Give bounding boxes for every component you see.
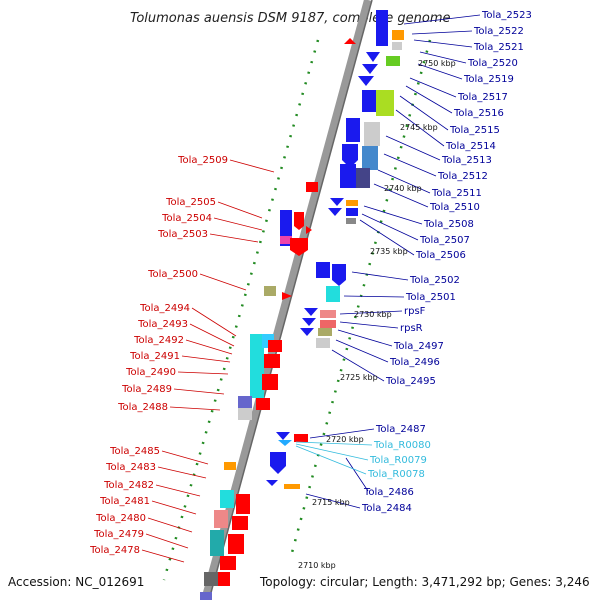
left-gene-labels: Tola_2509 Tola_2505 Tola_2504 Tola_2503 … (89, 155, 228, 556)
map-title: Tolumonas auensis DSM 9187, complete gen… (130, 11, 451, 26)
gene-label: Tola_2485 (109, 446, 160, 457)
gene-label: Tola_2480 (95, 513, 146, 524)
gene-label: Tola_2478 (89, 545, 140, 556)
gene-label: Tola_R0079 (369, 455, 427, 466)
gene-label: Tola_2493 (137, 319, 188, 330)
gene-label: Tola_2515 (449, 125, 500, 136)
gene-label: Tola_2484 (361, 503, 412, 514)
gene-label: Tola_2486 (363, 487, 414, 498)
gene-label: Tola_2505 (165, 197, 216, 208)
gene-label: Tola_2509 (177, 155, 228, 166)
right-gene-labels: Tola_2523 Tola_2522 Tola_2521 Tola_2520 … (361, 10, 532, 514)
gene-label: Tola_2481 (99, 496, 150, 507)
gene-label: Tola_2514 (445, 141, 496, 152)
gene-label: Tola_2497 (393, 341, 444, 352)
gene-label: Tola_2496 (389, 357, 440, 368)
genome-summary-text: Topology: circular; Length: 3,471,292 bp… (259, 575, 590, 589)
accession-text: Accession: NC_012691 (8, 575, 144, 589)
outer-ring-dots (288, 39, 432, 561)
gene-label: Tola_2494 (139, 303, 190, 314)
left-leader-lines (141, 159, 275, 563)
gene-label: Tola_2490 (125, 367, 176, 378)
gene-label: Tola_2495 (385, 376, 436, 387)
gene-label: Tola_2500 (147, 269, 198, 280)
kbp-tick: 2745 kbp (400, 123, 438, 132)
gene-label: Tola_2489 (121, 384, 172, 395)
kbp-tick: 2725 kbp (340, 373, 378, 382)
gene-label: Tola_2522 (473, 26, 524, 37)
gene-label: Tola_2520 (467, 58, 518, 69)
kbp-tick: 2710 kbp (298, 561, 336, 570)
rna-leader-lines (295, 441, 373, 475)
gene-label: Tola_R0078 (367, 469, 425, 480)
kbp-tick: 2715 kbp (312, 498, 350, 507)
gene-label: Tola_2502 (409, 275, 460, 286)
forward-strand-genes (200, 38, 356, 600)
kbp-tick: 2740 kbp (384, 184, 422, 193)
gene-label: Tola_2511 (431, 188, 482, 199)
gene-label: Tola_2512 (437, 171, 488, 182)
kbp-tick: 2720 kbp (326, 435, 364, 444)
gene-label: Tola_2492 (133, 335, 184, 346)
gene-label: Tola_2491 (129, 351, 180, 362)
gene-label: Tola_2507 (419, 235, 470, 246)
gene-label: Tola_2487 (375, 424, 426, 435)
gene-label: Tola_2508 (423, 219, 474, 230)
kbp-tick: 2730 kbp (354, 310, 392, 319)
genome-backbone-edge (208, 0, 373, 600)
gene-label: Tola_2510 (429, 202, 480, 213)
kbp-ticks: 2750 kbp 2745 kbp 2740 kbp 2735 kbp 2730… (298, 59, 456, 570)
kbp-tick: 2750 kbp (418, 59, 456, 68)
genome-backbone (201, 0, 372, 600)
gene-label: rpsR (400, 323, 423, 334)
gene-label: Tola_2513 (441, 155, 492, 166)
gene-label: Tola_2521 (473, 42, 524, 53)
kbp-tick: 2735 kbp (370, 247, 408, 256)
gene-label: Tola_2504 (161, 213, 212, 224)
right-leader-lines (305, 14, 481, 509)
gene-label: Tola_2488 (117, 402, 168, 413)
gene-label: Tola_2482 (103, 480, 154, 491)
gene-label: Tola_2479 (93, 529, 144, 540)
gene-label: Tola_2523 (481, 10, 532, 21)
gene-label: Tola_2483 (105, 462, 156, 473)
gene-label: Tola_2516 (453, 108, 504, 119)
gene-label: Tola_R0080 (373, 440, 431, 451)
gene-label: rpsF (404, 306, 426, 317)
gene-label: Tola_2503 (157, 229, 208, 240)
gene-label: Tola_2517 (457, 92, 508, 103)
gene-label: Tola_2506 (415, 250, 466, 261)
reverse-strand-genes (266, 10, 404, 489)
gene-label: Tola_2501 (405, 292, 456, 303)
gene-label: Tola_2519 (463, 74, 514, 85)
